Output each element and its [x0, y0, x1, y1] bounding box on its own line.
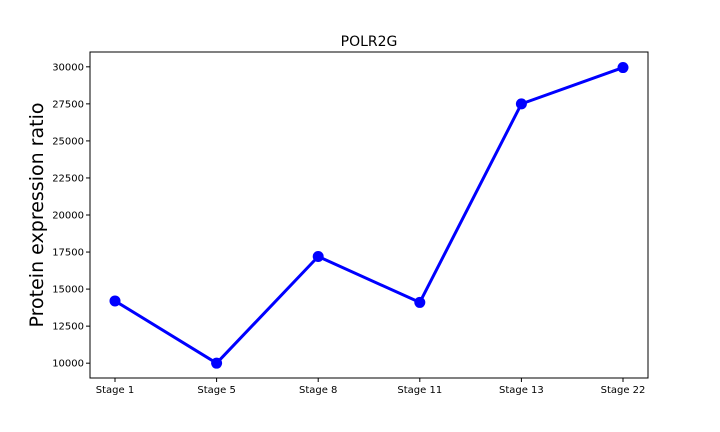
data-point [515, 98, 527, 110]
x-tick-label: Stage 11 [397, 385, 442, 396]
x-tick-label: Stage 13 [499, 385, 544, 396]
x-tick-label: Stage 5 [197, 385, 235, 396]
y-tick-label: 30000 [52, 62, 84, 73]
data-point [211, 357, 223, 369]
series-line [113, 66, 625, 365]
y-tick-label: 17500 [52, 248, 84, 259]
y-tick-label: 25000 [52, 136, 84, 147]
y-tick-label: 10000 [52, 359, 84, 370]
y-tick-label: 20000 [52, 211, 84, 222]
x-axis-ticks: Stage 1 Stage 5 Stage 8 Stage 11 Stage 13 Sta… [96, 378, 646, 396]
data-point [312, 250, 324, 262]
chart-title: POLR2G [341, 34, 398, 50]
y-tick-label: 22500 [52, 173, 84, 184]
y-tick-label: 15000 [52, 285, 84, 296]
x-tick-label: Stage 1 [96, 385, 134, 396]
y-tick-label: 12500 [52, 322, 84, 333]
plot-area-frame [89, 51, 649, 379]
x-tick-label: Stage 8 [299, 385, 337, 396]
data-point [617, 62, 629, 74]
x-tick-label: Stage 22 [601, 385, 646, 396]
y-tick-label: 27500 [52, 99, 84, 110]
data-point [414, 296, 426, 308]
y-axis-label: Protein expression ratio [26, 103, 48, 328]
series-group [109, 62, 629, 369]
data-point [109, 295, 121, 307]
y-axis-ticks: 10000 12500 15000 17500 20000 22500 25000 27500… [52, 62, 90, 370]
